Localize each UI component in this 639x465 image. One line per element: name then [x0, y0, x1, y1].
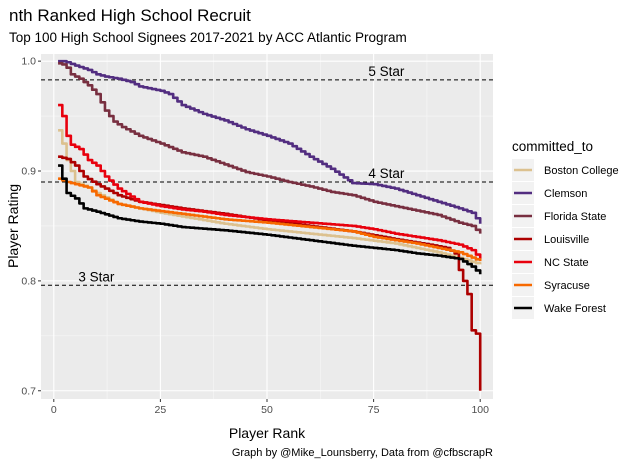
y-tick-label: 0.8	[21, 275, 36, 287]
legend-label: Florida State	[544, 211, 606, 223]
chart-subtitle: Top 100 High School Signees 2017-2021 by…	[9, 30, 407, 45]
legend-label: Syracuse	[544, 280, 590, 292]
y-tick-label: 0.7	[21, 385, 36, 397]
legend: Boston College Clemson Florida State Louisv…	[512, 159, 619, 319]
y-axis-ticks: 0.7 0.8 0.9 1.0	[21, 56, 41, 397]
legend-title: committed_to	[512, 139, 593, 154]
x-tick-label: 0	[51, 404, 57, 416]
legend-label: Clemson	[544, 188, 587, 200]
y-tick-label: 0.9	[21, 166, 36, 178]
series-lines	[58, 59, 482, 391]
grid-major	[41, 54, 493, 399]
legend-label: Boston College	[544, 165, 619, 177]
legend-label: Louisville	[544, 234, 589, 246]
star-label: 5 Star	[368, 64, 405, 79]
x-tick-label: 100	[471, 404, 489, 416]
legend-label: Wake Forest	[544, 303, 606, 315]
legend-label: NC State	[544, 257, 589, 269]
star-label: 4 Star	[368, 166, 405, 181]
star-label: 3 Star	[78, 269, 115, 284]
x-axis-ticks: 0 25 50 75 100	[51, 399, 489, 416]
series-line	[58, 103, 482, 259]
y-axis-title: Player Rating	[5, 184, 21, 268]
chart-caption: Graph by @Mike_Lounsberry, Data from @cf…	[232, 447, 493, 459]
series-line	[58, 62, 482, 234]
series-line	[58, 164, 482, 275]
chart-title: nth Ranked High School Recruit	[9, 6, 251, 25]
x-axis-title: Player Rank	[229, 425, 306, 441]
series-line	[58, 177, 482, 262]
star-reference-lines	[41, 79, 493, 286]
star-annotations: 5 Star 4 Star 3 Star	[78, 64, 404, 284]
series-line	[58, 59, 482, 224]
x-tick-label: 75	[368, 404, 380, 416]
x-tick-label: 25	[155, 404, 167, 416]
x-tick-label: 50	[261, 404, 273, 416]
y-tick-label: 1.0	[21, 56, 36, 68]
